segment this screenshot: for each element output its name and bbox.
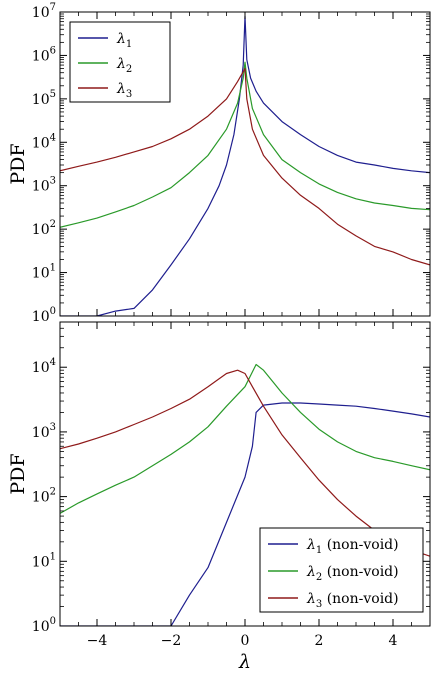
legend-subscript: 3 [316,599,322,610]
y-tick-label: 104 [32,357,56,376]
y-tick-exponent: 0 [50,306,56,317]
y-tick-label: 100 [32,616,56,635]
series-line-lambda2 [60,61,430,228]
y-tick-exponent: 3 [50,422,56,433]
series-line-lambda3 [60,369,430,557]
y-tick-label: 106 [32,45,56,64]
series-line-lambda2 [60,363,430,514]
y-tick-exponent: 4 [50,357,56,368]
y-tick-label: 103 [32,176,56,195]
x-tick-label: 0 [241,633,250,649]
legend-label-lambda1: λ1 [116,31,132,50]
legend-label-lambda1: λ1 (non-void) [306,537,399,556]
y-tick-label: 103 [32,422,56,441]
legend-label-lambda3: λ3 [116,81,132,100]
y-tick-exponent: 1 [50,263,56,274]
legend-subscript: 1 [126,39,132,50]
y-tick-label: 101 [32,263,56,282]
x-tick-label: 4 [389,633,398,649]
legend-subscript: 3 [126,89,132,100]
series-line-lambda1 [60,15,430,316]
legend-symbol: λ [306,564,316,580]
y-tick-exponent: 3 [50,176,56,187]
y-tick-base: 10 [32,619,50,635]
y-tick-base: 10 [32,266,50,282]
legend-label-lambda2: λ2 (non-void) [306,564,399,583]
x-axis-title: λ [238,651,251,673]
legend-subscript: 2 [126,64,132,75]
legend-label-lambda3: λ3 (non-void) [306,591,399,610]
y-tick-label: 101 [32,551,56,570]
legend-symbol: λ [116,81,126,97]
x-tick-label: 2 [315,633,324,649]
y-tick-label: 107 [32,2,56,21]
legend-subscript: 1 [316,545,322,556]
y-tick-base: 10 [32,425,50,441]
y-tick-label: 102 [32,219,56,238]
legend-suffix: (non-void) [322,537,398,553]
y-tick-exponent: 2 [50,219,56,230]
y-tick-base: 10 [32,490,50,506]
series-group [60,363,430,626]
legend-suffix: (non-void) [322,591,398,607]
legend-subscript: 2 [316,572,322,583]
y-tick-base: 10 [32,309,50,325]
y-tick-label: 102 [32,487,56,506]
series-group [60,15,430,316]
y-tick-exponent: 7 [50,2,56,13]
y-tick-base: 10 [32,135,50,151]
legend-label-lambda2: λ2 [116,56,132,75]
legend-suffix: (non-void) [322,564,398,580]
y-axis-title: PDF [7,143,29,184]
series-line-lambda3 [60,67,430,266]
y-tick-base: 10 [32,179,50,195]
y-tick-exponent: 1 [50,551,56,562]
y-tick-base: 10 [32,360,50,376]
legend-symbol: λ [306,537,316,553]
series-line-lambda1 [60,402,430,626]
y-tick-exponent: 5 [50,89,56,100]
y-tick-base: 10 [32,48,50,64]
y-tick-base: 10 [32,92,50,108]
y-tick-exponent: 6 [50,45,56,56]
legend: λ1 (non-void)λ2 (non-void)λ3 (non-void) [259,527,424,613]
y-tick-label: 105 [32,89,56,108]
legend-symbol: λ [116,31,126,47]
y-tick-base: 10 [32,554,50,570]
x-tick-label: −4 [87,633,108,649]
y-tick-base: 10 [32,222,50,238]
y-tick-label: 100 [32,306,56,325]
y-tick-base: 10 [32,5,50,21]
y-tick-label: 104 [32,132,56,151]
y-tick-exponent: 2 [50,487,56,498]
legend-symbol: λ [306,591,316,607]
y-axis-title: PDF [7,453,29,494]
legend-symbol: λ [116,56,126,72]
y-tick-exponent: 4 [50,132,56,143]
x-tick-label: −2 [161,633,182,649]
y-tick-exponent: 0 [50,616,56,627]
